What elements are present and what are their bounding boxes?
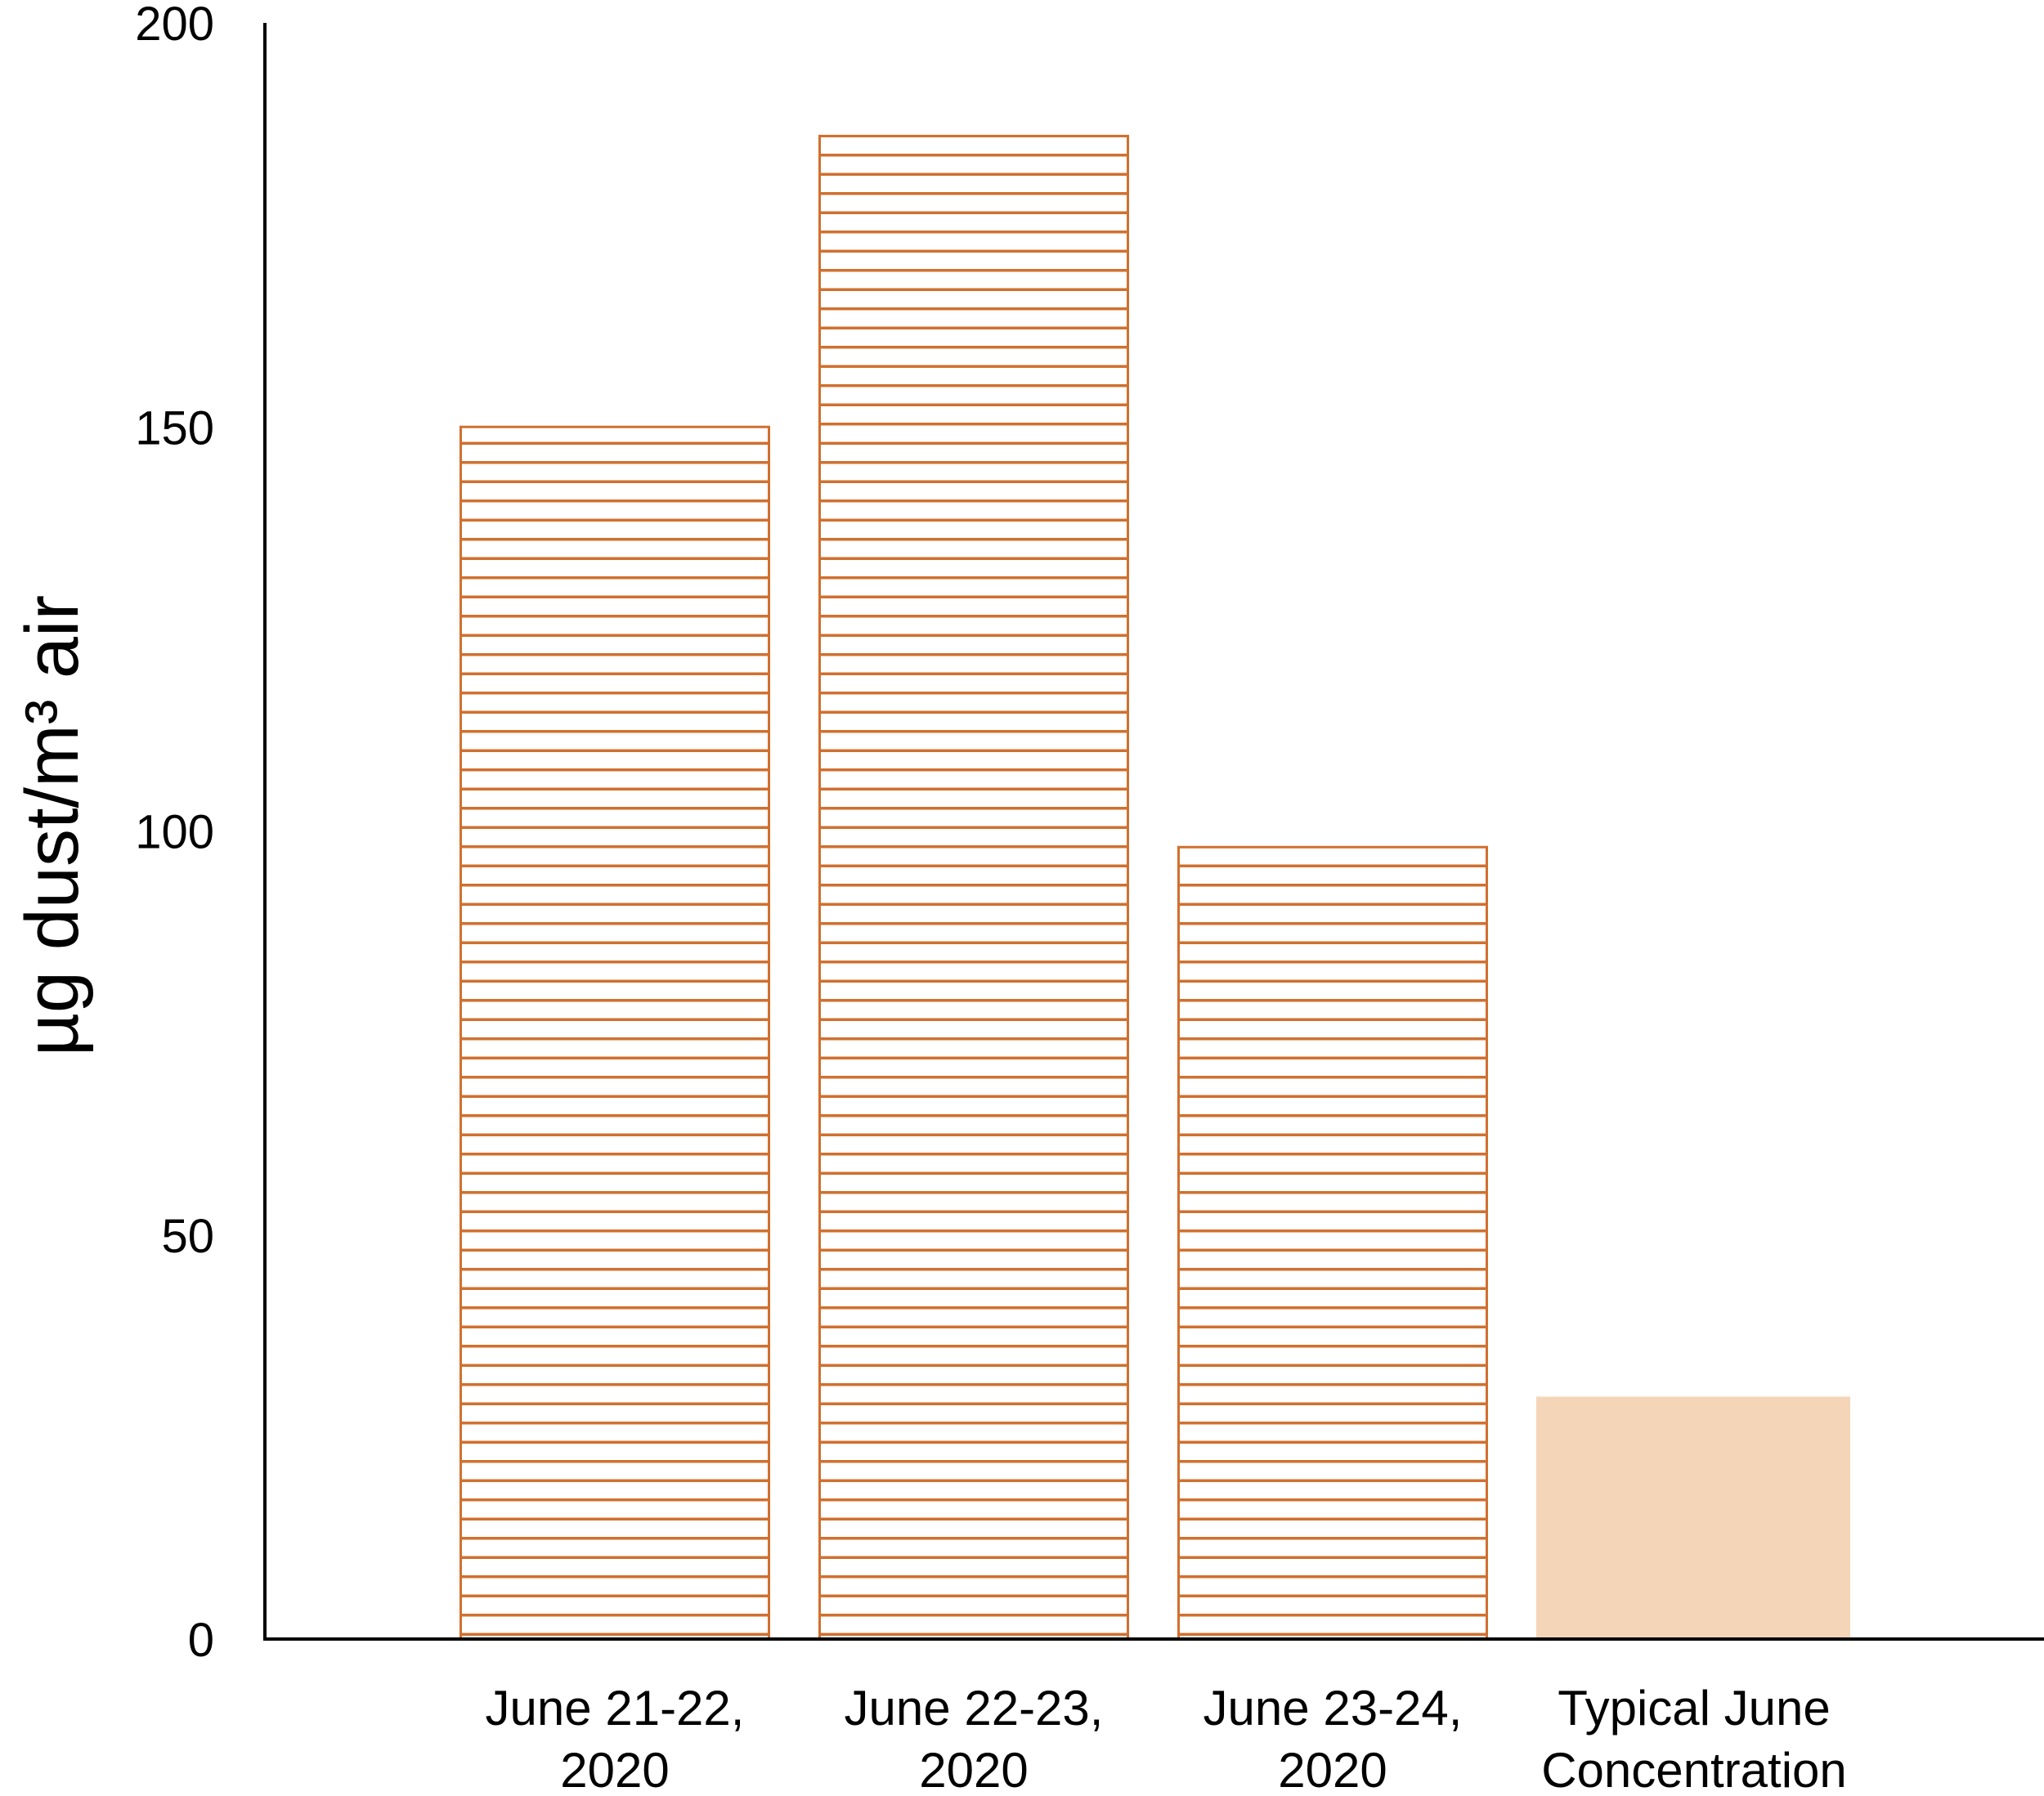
bars	[459, 134, 1850, 1641]
x-axis-categories: June 21-22, 2020 June 22-23, 2020 June 23-24…	[486, 1681, 1847, 1796]
y-axis-ticks: 0 50 100 150 200	[135, 0, 214, 1667]
x-category-label: 2020	[560, 1743, 669, 1796]
y-tick-label: 150	[135, 401, 214, 455]
x-category-label: Typical June	[1558, 1681, 1831, 1736]
x-category-label: 2020	[1278, 1743, 1387, 1796]
y-tick-label: 50	[161, 1210, 214, 1263]
y-axis-title-group: µg dust/m³ air	[11, 595, 94, 1056]
bar-4	[1536, 1396, 1850, 1639]
bar-2	[818, 134, 1129, 1641]
x-category-label: June 21-22,	[486, 1681, 745, 1736]
y-axis-title: µg dust/m³ air	[11, 595, 94, 1056]
y-tick-label: 100	[135, 806, 214, 859]
x-category-label: 2020	[919, 1743, 1028, 1796]
y-tick-label: 200	[135, 0, 214, 51]
y-tick-label: 0	[188, 1614, 214, 1667]
x-category-label: Concentration	[1541, 1743, 1847, 1796]
bar-3	[1177, 845, 1488, 1641]
bar-1	[459, 425, 770, 1641]
x-category-label: June 23-24,	[1204, 1681, 1463, 1736]
x-category-label: June 22-23,	[845, 1681, 1104, 1736]
